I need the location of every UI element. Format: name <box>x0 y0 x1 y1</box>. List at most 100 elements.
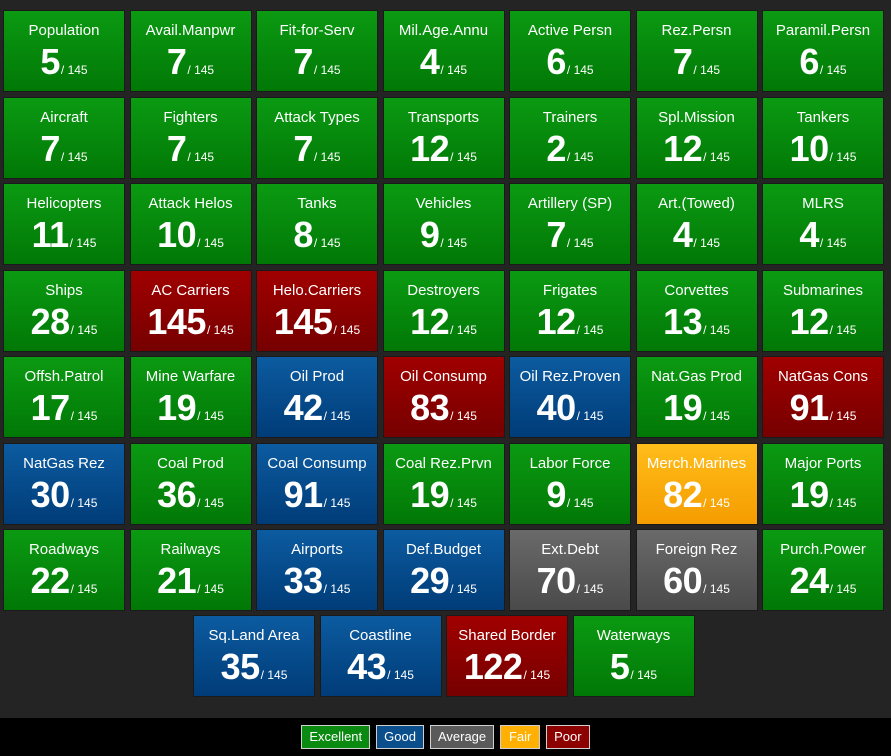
tile-tanks[interactable]: Tanks 8/ 145 <box>256 183 378 265</box>
tile-label: Coal Rez.Prvn <box>395 454 492 472</box>
tile-attack-helos[interactable]: Attack Helos 10/ 145 <box>129 183 252 265</box>
legend-bar: Excellent Good Average Fair Poor <box>0 718 891 756</box>
tile-mine-warfare[interactable]: Mine Warfare 19/ 145 <box>129 356 252 438</box>
rank-total: / 145 <box>630 668 658 682</box>
rank-value: 10 <box>157 214 197 255</box>
tile-label: Population <box>28 22 100 39</box>
tile-mlrs[interactable]: MLRS 4/ 145 <box>762 183 884 265</box>
rank-total: / 145 <box>829 582 857 596</box>
tile-helicopters[interactable]: Helicopters 11/ 145 <box>3 183 125 265</box>
tile-label: Coastline <box>349 627 412 644</box>
tile-rank: 17/ 145 <box>4 389 124 435</box>
tile-label: Avail.Manpwr <box>145 22 236 39</box>
tile-labor-force[interactable]: Labor Force 9/ 145 <box>509 442 631 525</box>
tile-foreign-rez[interactable]: Foreign Rez 60/ 145 <box>635 529 758 611</box>
rank-total: / 145 <box>829 149 857 164</box>
tile-attack-types[interactable]: Attack Types 7/ 145 <box>256 96 378 179</box>
tile-sq-land-area[interactable]: Sq.Land Area 35/ 145 <box>193 615 315 697</box>
tile-corvettes[interactable]: Corvettes 13/ 145 <box>635 269 758 352</box>
rank-value: 12 <box>663 127 703 169</box>
tile-rank: 7/ 145 <box>637 43 757 89</box>
rank-total: / 145 <box>703 582 730 596</box>
tile-coal-rez-prvn[interactable]: Coal Rez.Prvn 19/ 145 <box>382 442 505 525</box>
rank-value: 9 <box>546 473 566 515</box>
tile-rank: 30/ 145 <box>4 475 124 522</box>
tile-label: Airports <box>291 541 343 558</box>
rank-value: 83 <box>410 387 450 428</box>
tile-rank: 7/ 145 <box>510 216 630 262</box>
tile-transports[interactable]: Transports 12/ 145 <box>382 96 505 179</box>
tile-railways[interactable]: Railways 21/ 145 <box>129 529 252 611</box>
tile-def-budget[interactable]: Def.Budget 29/ 145 <box>382 529 505 611</box>
tile-purch-power[interactable]: Purch.Power 24/ 145 <box>762 529 884 611</box>
tile-aircraft[interactable]: Aircraft 7/ 145 <box>3 96 125 179</box>
rank-value: 60 <box>663 560 703 601</box>
tile-destroyers[interactable]: Destroyers 12/ 145 <box>382 269 505 352</box>
tile-rank: 42/ 145 <box>257 389 377 435</box>
rank-total: / 145 <box>576 409 604 423</box>
tile-submarines[interactable]: Submarines 12/ 145 <box>762 269 884 352</box>
tile-rez-persn[interactable]: Rez.Persn 7/ 145 <box>635 10 758 92</box>
rank-value: 12 <box>410 300 450 342</box>
tile-rank: 7/ 145 <box>131 43 251 89</box>
tile-rank: 2/ 145 <box>510 129 630 176</box>
rank-total: / 145 <box>450 409 477 423</box>
tile-fighters[interactable]: Fighters 7/ 145 <box>129 96 252 179</box>
tile-ac-carriers[interactable]: AC Carriers 145/ 145 <box>129 269 252 352</box>
tile-airports[interactable]: Airports 33/ 145 <box>256 529 378 611</box>
tile-rank: 91/ 145 <box>257 475 377 522</box>
tile-frigates[interactable]: Frigates 12/ 145 <box>509 269 631 352</box>
rank-total: / 145 <box>187 149 215 164</box>
tile-oil-rez-proven[interactable]: Oil Rez.Proven 40/ 145 <box>509 356 631 438</box>
tile-ships[interactable]: Ships 28/ 145 <box>3 269 125 352</box>
rank-value: 40 <box>536 387 577 428</box>
tile-oil-prod[interactable]: Oil Prod 42/ 145 <box>256 356 378 438</box>
rank-total: / 145 <box>693 236 721 250</box>
rank-total: / 145 <box>693 63 721 77</box>
rank-value: 19 <box>410 473 450 515</box>
tile-natgas-rez[interactable]: NatGas Rez 30/ 145 <box>3 442 125 525</box>
tile-label: Oil Rez.Proven <box>519 368 621 385</box>
rank-total: / 145 <box>450 495 477 510</box>
tile-fit-for-serv[interactable]: Fit-for-Serv 7/ 145 <box>256 10 378 92</box>
rank-total: / 145 <box>60 149 88 164</box>
tile-oil-consump[interactable]: Oil Consump 83/ 145 <box>382 356 505 438</box>
tile-roadways[interactable]: Roadways 22/ 145 <box>3 529 125 611</box>
tile-tankers[interactable]: Tankers 10/ 145 <box>762 96 884 179</box>
tile-avail-manpwr[interactable]: Avail.Manpwr 7/ 145 <box>129 10 252 92</box>
tile-label: Art.(Towed) <box>658 195 735 212</box>
tile-shared-border[interactable]: Shared Border 122/ 145 <box>446 615 568 697</box>
tile-paramil-persn[interactable]: Paramil.Persn 6/ 145 <box>762 10 884 92</box>
rank-total: / 145 <box>206 322 234 337</box>
tile-natgas-cons[interactable]: NatGas Cons 91/ 145 <box>762 356 884 438</box>
tile-active-persn[interactable]: Active Persn 6/ 145 <box>509 10 631 92</box>
tile-ext-debt[interactable]: Ext.Debt 70/ 145 <box>509 529 631 611</box>
tile-rank: 91/ 145 <box>763 389 883 435</box>
tile-art-towed[interactable]: Art.(Towed) 4/ 145 <box>635 183 758 265</box>
tile-major-ports[interactable]: Major Ports 19/ 145 <box>762 442 884 525</box>
legend-good: Good <box>376 725 424 749</box>
tile-waterways[interactable]: Waterways 5/ 145 <box>572 615 695 697</box>
tile-coastline[interactable]: Coastline 43/ 145 <box>319 615 442 697</box>
tile-label: Frigates <box>542 281 598 299</box>
tile-rank: 7/ 145 <box>131 129 251 176</box>
tile-rank: 19/ 145 <box>131 389 251 435</box>
tile-vehicles[interactable]: Vehicles 9/ 145 <box>382 183 505 265</box>
tile-coal-consump[interactable]: Coal Consump 91/ 145 <box>256 442 378 525</box>
tile-coal-prod[interactable]: Coal Prod 36/ 145 <box>129 442 252 525</box>
tile-mil-age-annu[interactable]: Mil.Age.Annu 4/ 145 <box>382 10 505 92</box>
tile-helo-carriers[interactable]: Helo.Carriers 145/ 145 <box>256 269 378 352</box>
tile-nat-gas-prod[interactable]: Nat.Gas Prod 19/ 145 <box>635 356 758 438</box>
tile-population[interactable]: Population 5/ 145 <box>3 10 125 92</box>
tile-rank: 33/ 145 <box>257 562 377 608</box>
tile-artillery-sp[interactable]: Artillery (SP) 7/ 145 <box>509 183 631 265</box>
tile-offsh-patrol[interactable]: Offsh.Patrol 17/ 145 <box>3 356 125 438</box>
tile-trainers[interactable]: Trainers 2/ 145 <box>509 96 631 179</box>
tile-rank: 35/ 145 <box>194 648 314 694</box>
rank-total: / 145 <box>197 495 224 510</box>
tile-merch-marines[interactable]: Merch.Marines 82/ 145 <box>635 442 758 525</box>
tile-label: Foreign Rez <box>655 541 738 558</box>
tile-spl-mission[interactable]: Spl.Mission 12/ 145 <box>635 96 758 179</box>
rank-value: 145 <box>147 300 206 342</box>
tile-label: NatGas Cons <box>777 368 869 385</box>
